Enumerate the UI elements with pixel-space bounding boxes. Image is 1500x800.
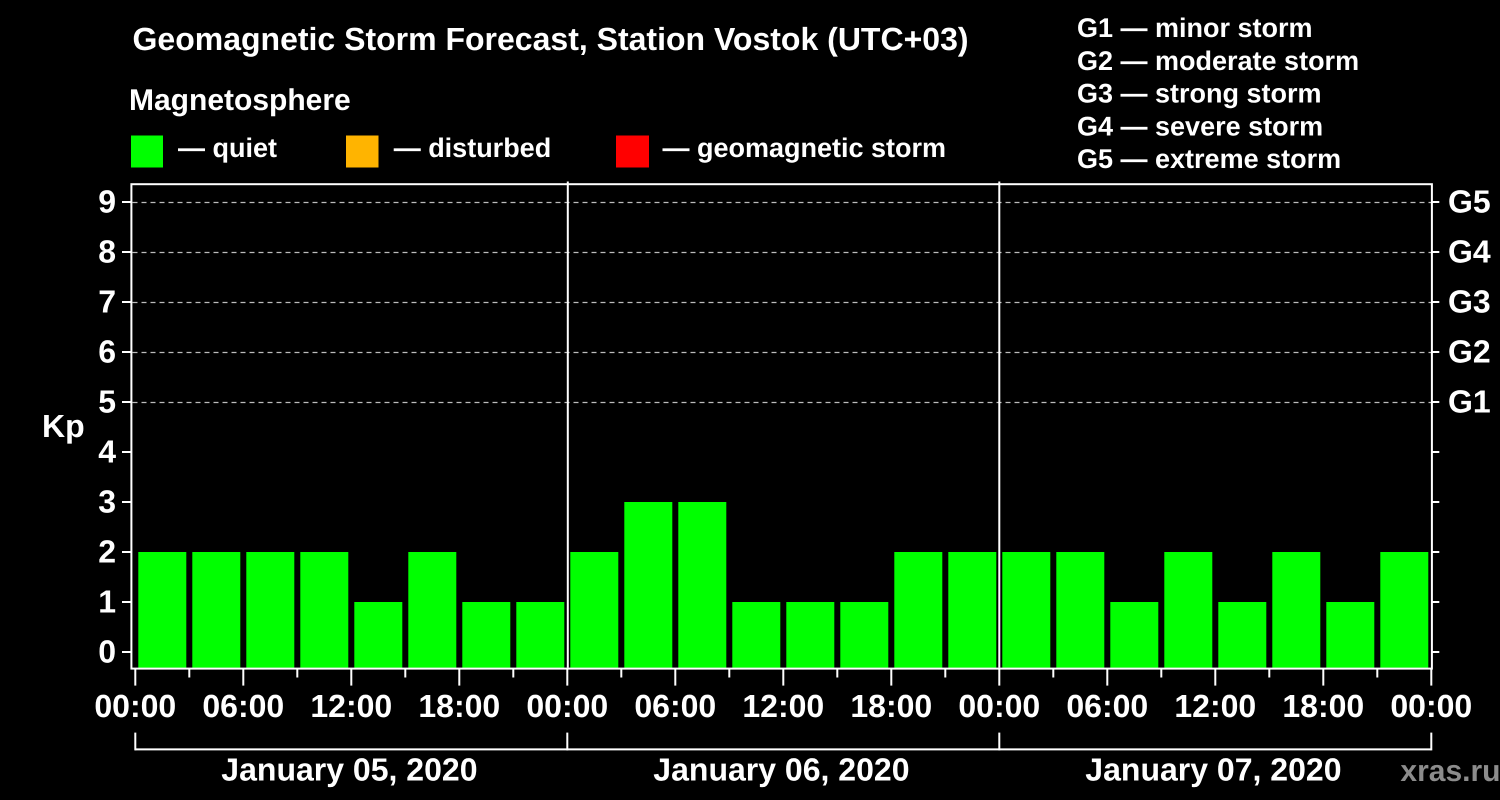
svg-text:18:00: 18:00 <box>1282 688 1364 724</box>
svg-text:12:00: 12:00 <box>310 688 392 724</box>
svg-text:06:00: 06:00 <box>202 688 284 724</box>
svg-text:7: 7 <box>98 284 116 320</box>
svg-text:1: 1 <box>98 584 116 620</box>
svg-text:18:00: 18:00 <box>850 688 932 724</box>
svg-text:January 05, 2020: January 05, 2020 <box>221 752 477 788</box>
svg-text:12:00: 12:00 <box>1174 688 1256 724</box>
svg-text:xras.ru: xras.ru <box>1400 755 1500 788</box>
svg-text:G4: G4 <box>1448 234 1491 270</box>
svg-text:00:00: 00:00 <box>958 688 1040 724</box>
svg-text:12:00: 12:00 <box>742 688 824 724</box>
svg-text:00:00: 00:00 <box>1390 688 1472 724</box>
svg-text:G2: G2 <box>1448 334 1491 370</box>
svg-text:4: 4 <box>98 434 116 470</box>
svg-text:8: 8 <box>98 234 116 270</box>
svg-text:— geomagnetic storm: — geomagnetic storm <box>663 133 947 163</box>
svg-text:G5: G5 <box>1448 184 1491 220</box>
svg-text:5: 5 <box>98 384 116 420</box>
svg-text:— quiet: — quiet <box>178 133 277 163</box>
svg-text:3: 3 <box>98 484 116 520</box>
svg-text:January 06, 2020: January 06, 2020 <box>653 752 909 788</box>
svg-text:06:00: 06:00 <box>1066 688 1148 724</box>
svg-text:Geomagnetic Storm Forecast, St: Geomagnetic Storm Forecast, Station Vost… <box>133 21 969 57</box>
svg-text:G2 — moderate storm: G2 — moderate storm <box>1077 46 1359 76</box>
svg-text:G3 — strong storm: G3 — strong storm <box>1077 79 1322 109</box>
svg-text:9: 9 <box>98 184 116 220</box>
svg-text:00:00: 00:00 <box>94 688 176 724</box>
svg-text:18:00: 18:00 <box>418 688 500 724</box>
svg-text:G1 — minor storm: G1 — minor storm <box>1077 13 1313 43</box>
svg-text:2: 2 <box>98 534 116 570</box>
svg-text:G3: G3 <box>1448 284 1491 320</box>
svg-text:G5 — extreme storm: G5 — extreme storm <box>1077 144 1341 174</box>
svg-text:Magnetosphere: Magnetosphere <box>129 84 351 117</box>
svg-text:G1: G1 <box>1448 384 1491 420</box>
svg-text:G4 — severe storm: G4 — severe storm <box>1077 111 1323 141</box>
svg-text:0: 0 <box>98 634 116 670</box>
svg-text:06:00: 06:00 <box>634 688 716 724</box>
svg-text:00:00: 00:00 <box>526 688 608 724</box>
svg-text:January 07, 2020: January 07, 2020 <box>1085 752 1341 788</box>
svg-text:Kp: Kp <box>42 408 85 444</box>
svg-text:6: 6 <box>98 334 116 370</box>
svg-text:— disturbed: — disturbed <box>394 133 552 163</box>
